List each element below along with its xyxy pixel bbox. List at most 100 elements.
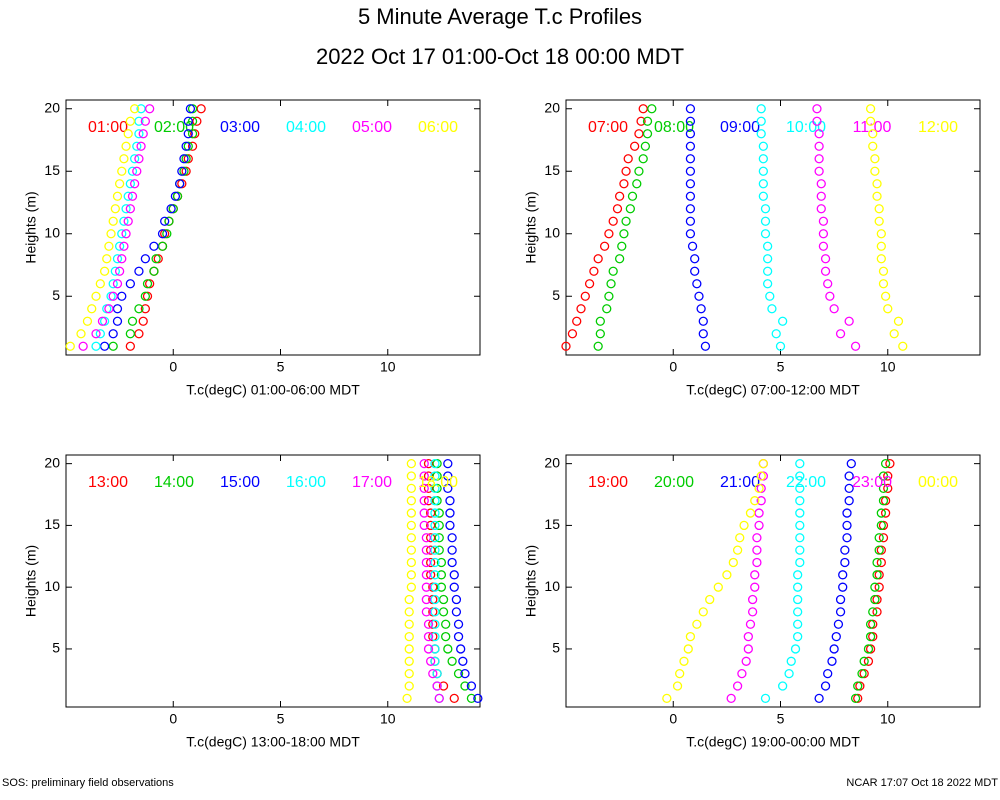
data-point (758, 191, 768, 201)
data-point (595, 316, 605, 326)
data-point (820, 254, 831, 264)
data-point (129, 154, 140, 164)
data-point (432, 681, 442, 691)
data-point (872, 557, 882, 568)
data-point (404, 681, 414, 691)
data-point (878, 471, 889, 481)
y-tick-label: 5 (52, 640, 60, 656)
data-point (430, 644, 440, 654)
data-point (878, 483, 889, 494)
data-point (406, 545, 417, 555)
data-point (445, 496, 455, 506)
data-point (138, 129, 148, 139)
data-point (844, 316, 854, 326)
x-axis-label: T.c(degC) 19:00-00:00 MDT (686, 734, 860, 750)
data-point (449, 582, 459, 592)
data-point (419, 508, 429, 518)
data-point (827, 656, 837, 666)
data-point (752, 545, 762, 555)
x-tick-label: 10 (380, 359, 396, 375)
data-point (844, 471, 854, 481)
data-point (756, 496, 766, 506)
data-point (451, 607, 462, 617)
data-point (692, 619, 702, 629)
data-point (404, 594, 414, 605)
data-point (835, 329, 846, 339)
x-tick-label: 5 (277, 359, 285, 375)
data-point (121, 141, 131, 151)
data-point (599, 241, 610, 251)
data-point (812, 116, 822, 126)
data-point (752, 557, 762, 568)
data-point (793, 594, 803, 605)
legend-label: 20:00 (654, 474, 694, 491)
data-point (430, 619, 440, 629)
data-point (604, 229, 614, 239)
data-point (434, 508, 444, 518)
data-point (685, 129, 696, 139)
data-point (685, 104, 696, 114)
data-point (117, 254, 127, 264)
data-point (795, 496, 805, 506)
data-point (170, 191, 181, 201)
data-point (621, 166, 631, 176)
data-point (76, 329, 86, 339)
data-point (443, 483, 453, 494)
data-point (447, 545, 457, 555)
data-point (406, 496, 417, 506)
data-point (823, 279, 833, 289)
y-tick-label: 20 (544, 454, 560, 470)
data-point (438, 681, 449, 691)
data-point (404, 619, 414, 629)
data-point (460, 668, 470, 679)
data-point (117, 166, 127, 176)
data-point (835, 607, 846, 617)
data-point (125, 329, 136, 339)
data-point (621, 216, 631, 226)
data-point (406, 533, 417, 543)
data-point (750, 582, 760, 592)
data-point (696, 304, 706, 314)
data-point (853, 681, 863, 691)
data-point (741, 656, 751, 666)
x-tick-label: 5 (277, 711, 285, 727)
legend-label: 15:00 (220, 474, 260, 491)
data-point (865, 631, 876, 642)
data-point (423, 631, 434, 642)
data-point (595, 329, 605, 339)
data-point (690, 266, 700, 276)
data-point (812, 104, 822, 114)
legend-label: 08:00 (654, 119, 694, 136)
data-point (880, 458, 891, 469)
data-point (732, 545, 743, 555)
data-point (685, 204, 696, 214)
data-point (698, 607, 708, 617)
data-point (121, 229, 131, 239)
data-point (642, 116, 653, 126)
data-point (726, 693, 736, 704)
data-point (110, 266, 120, 276)
data-point (419, 483, 429, 494)
x-axis-label: T.c(degC) 13:00-18:00 MDT (186, 734, 360, 750)
data-point (876, 254, 886, 264)
data-point (140, 254, 151, 264)
data-point (825, 291, 835, 301)
data-point (878, 266, 889, 276)
data-point (125, 204, 136, 214)
data-point (95, 279, 105, 289)
data-point (443, 458, 453, 469)
data-point (640, 141, 651, 151)
data-point (91, 329, 101, 339)
data-point (756, 129, 766, 139)
data-point (112, 279, 123, 289)
legend-label: 11:00 (853, 119, 892, 136)
y-axis-label: Heights (m) (523, 545, 539, 617)
data-point (434, 545, 444, 555)
data-point (795, 533, 805, 543)
data-point (119, 241, 129, 251)
data-point (125, 341, 136, 351)
data-point (106, 229, 116, 239)
data-point (108, 279, 118, 289)
data-point (758, 458, 768, 469)
